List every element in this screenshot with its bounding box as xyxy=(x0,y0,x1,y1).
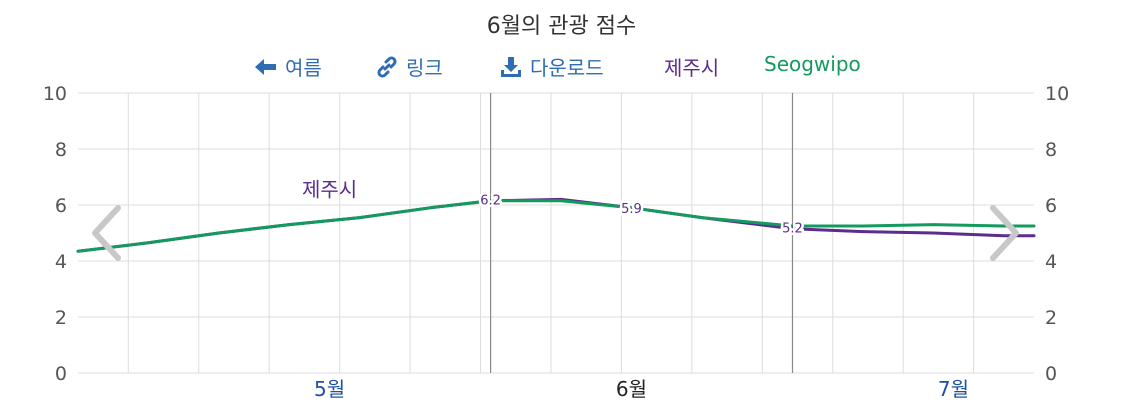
value-label-halo: 6.2 xyxy=(480,193,501,208)
back-button[interactable]: 여름 xyxy=(255,52,322,81)
legend-seogwipo[interactable]: Seogwipo xyxy=(764,52,861,76)
chart-title: 6월의 관광 점수 xyxy=(486,14,637,39)
y-tick-label-left: 6 xyxy=(55,195,67,217)
download-button[interactable]: 다운로드 xyxy=(500,52,604,81)
month-label: 5월 xyxy=(314,377,345,401)
month-label: 7월 xyxy=(938,377,969,401)
value-label-halo: 5.2 xyxy=(782,221,803,236)
legend-jeju[interactable]: 제주시 xyxy=(664,52,719,81)
prev-arrow-icon[interactable] xyxy=(92,205,121,261)
download-icon xyxy=(501,56,521,77)
y-tick-label-right: 8 xyxy=(1045,139,1057,161)
y-tick-label-right: 10 xyxy=(1045,83,1069,105)
month-label: 6월 xyxy=(616,377,647,401)
y-tick-label-left: 0 xyxy=(55,363,67,385)
series-inline-label: 제주시 xyxy=(302,178,357,202)
y-tick-label-right: 2 xyxy=(1045,307,1057,329)
y-tick-label-left: 8 xyxy=(55,139,67,161)
value-label: 6.2 xyxy=(480,193,501,208)
y-tick-label-right: 4 xyxy=(1045,251,1057,273)
y-tick-label-left: 4 xyxy=(55,251,67,273)
chart-toolbar: 여름 링크 다운로드 제주시 Seogwipo xyxy=(0,52,1123,82)
value-label-halo: 5.9 xyxy=(621,202,642,217)
y-tick-label-left: 10 xyxy=(43,83,67,105)
series-line xyxy=(76,199,1036,253)
link-button[interactable]: 링크 xyxy=(376,52,443,81)
value-label: 5.9 xyxy=(621,202,642,217)
legend-seogwipo-label: Seogwipo xyxy=(764,52,861,76)
arrow-left-icon xyxy=(255,58,276,75)
next-arrow-icon[interactable] xyxy=(990,205,1019,261)
back-label: 여름 xyxy=(285,56,322,80)
y-tick-label-right: 6 xyxy=(1045,195,1057,217)
y-tick-label-left: 2 xyxy=(55,307,67,329)
link-icon xyxy=(377,55,397,78)
value-label: 5.2 xyxy=(782,221,803,236)
link-label: 링크 xyxy=(406,56,443,80)
legend-jeju-label: 제주시 xyxy=(664,56,720,80)
download-label: 다운로드 xyxy=(530,56,604,80)
y-tick-label-right: 0 xyxy=(1045,363,1057,385)
